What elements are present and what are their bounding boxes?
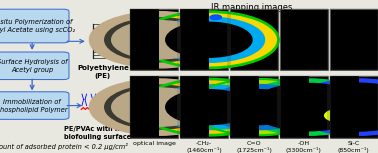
Circle shape	[210, 15, 222, 20]
Bar	[130, 9, 178, 70]
Text: Amount of adsorbed protein < 0.2 μg/cm²: Amount of adsorbed protein < 0.2 μg/cm²	[0, 143, 129, 150]
Text: IR mapping images: IR mapping images	[211, 3, 292, 12]
Bar	[180, 9, 209, 70]
Text: PE/PVAc with non-
biofouling surface: PE/PVAc with non- biofouling surface	[64, 126, 131, 140]
FancyBboxPatch shape	[0, 9, 69, 43]
Bar	[130, 76, 178, 138]
Circle shape	[105, 18, 213, 62]
Bar	[330, 76, 378, 138]
Circle shape	[153, 85, 265, 130]
Text: Si-C
(850cm⁻¹): Si-C (850cm⁻¹)	[338, 141, 370, 153]
Bar	[130, 9, 159, 70]
Bar	[330, 76, 359, 138]
Text: C=O
(1725cm⁻¹): C=O (1725cm⁻¹)	[236, 141, 272, 153]
Bar	[130, 76, 178, 138]
Circle shape	[216, 90, 302, 125]
Bar	[280, 9, 328, 70]
Text: O=Si=C: O=Si=C	[102, 103, 122, 108]
Circle shape	[139, 79, 279, 135]
Bar	[280, 9, 328, 70]
Bar	[330, 9, 378, 70]
Bar	[180, 9, 228, 70]
Bar	[180, 9, 228, 70]
Bar	[280, 76, 309, 138]
Bar	[180, 76, 228, 138]
Bar	[230, 76, 259, 138]
Bar	[130, 76, 159, 138]
Circle shape	[289, 79, 378, 135]
Bar	[230, 9, 278, 70]
Bar	[330, 76, 378, 138]
Bar	[180, 76, 228, 138]
Circle shape	[250, 83, 367, 131]
Circle shape	[239, 79, 378, 135]
Text: optical image: optical image	[133, 141, 176, 146]
Text: Polyethylene
(PE): Polyethylene (PE)	[77, 65, 129, 78]
Text: in situ Polymerization of
Vinyl Acetate using scCO₂: in situ Polymerization of Vinyl Acetate …	[0, 19, 75, 33]
Bar	[330, 9, 378, 70]
Circle shape	[166, 22, 252, 57]
Bar	[280, 76, 328, 138]
Text: Immobilization of
Phospholipid Polymer: Immobilization of Phospholipid Polymer	[0, 99, 68, 113]
Circle shape	[112, 88, 206, 126]
Circle shape	[112, 21, 206, 59]
Circle shape	[153, 17, 265, 62]
Circle shape	[166, 90, 252, 125]
Circle shape	[299, 83, 378, 131]
Bar	[130, 9, 178, 70]
Text: -CH₂-
(1460cm⁻¹): -CH₂- (1460cm⁻¹)	[186, 141, 222, 153]
Text: Surface Hydrolysis of
Acetyl group: Surface Hydrolysis of Acetyl group	[0, 59, 67, 73]
Text: -OH
(3300cm⁻¹): -OH (3300cm⁻¹)	[286, 141, 322, 153]
Circle shape	[139, 12, 279, 68]
FancyBboxPatch shape	[0, 52, 69, 80]
Bar	[230, 76, 278, 138]
FancyBboxPatch shape	[0, 92, 69, 119]
Bar	[280, 76, 328, 138]
Circle shape	[105, 85, 213, 129]
Circle shape	[189, 79, 328, 135]
Circle shape	[90, 79, 229, 135]
Circle shape	[203, 85, 314, 130]
Circle shape	[325, 109, 355, 122]
Bar	[230, 76, 278, 138]
Bar	[230, 9, 278, 70]
Circle shape	[90, 12, 229, 68]
Bar	[180, 76, 209, 138]
